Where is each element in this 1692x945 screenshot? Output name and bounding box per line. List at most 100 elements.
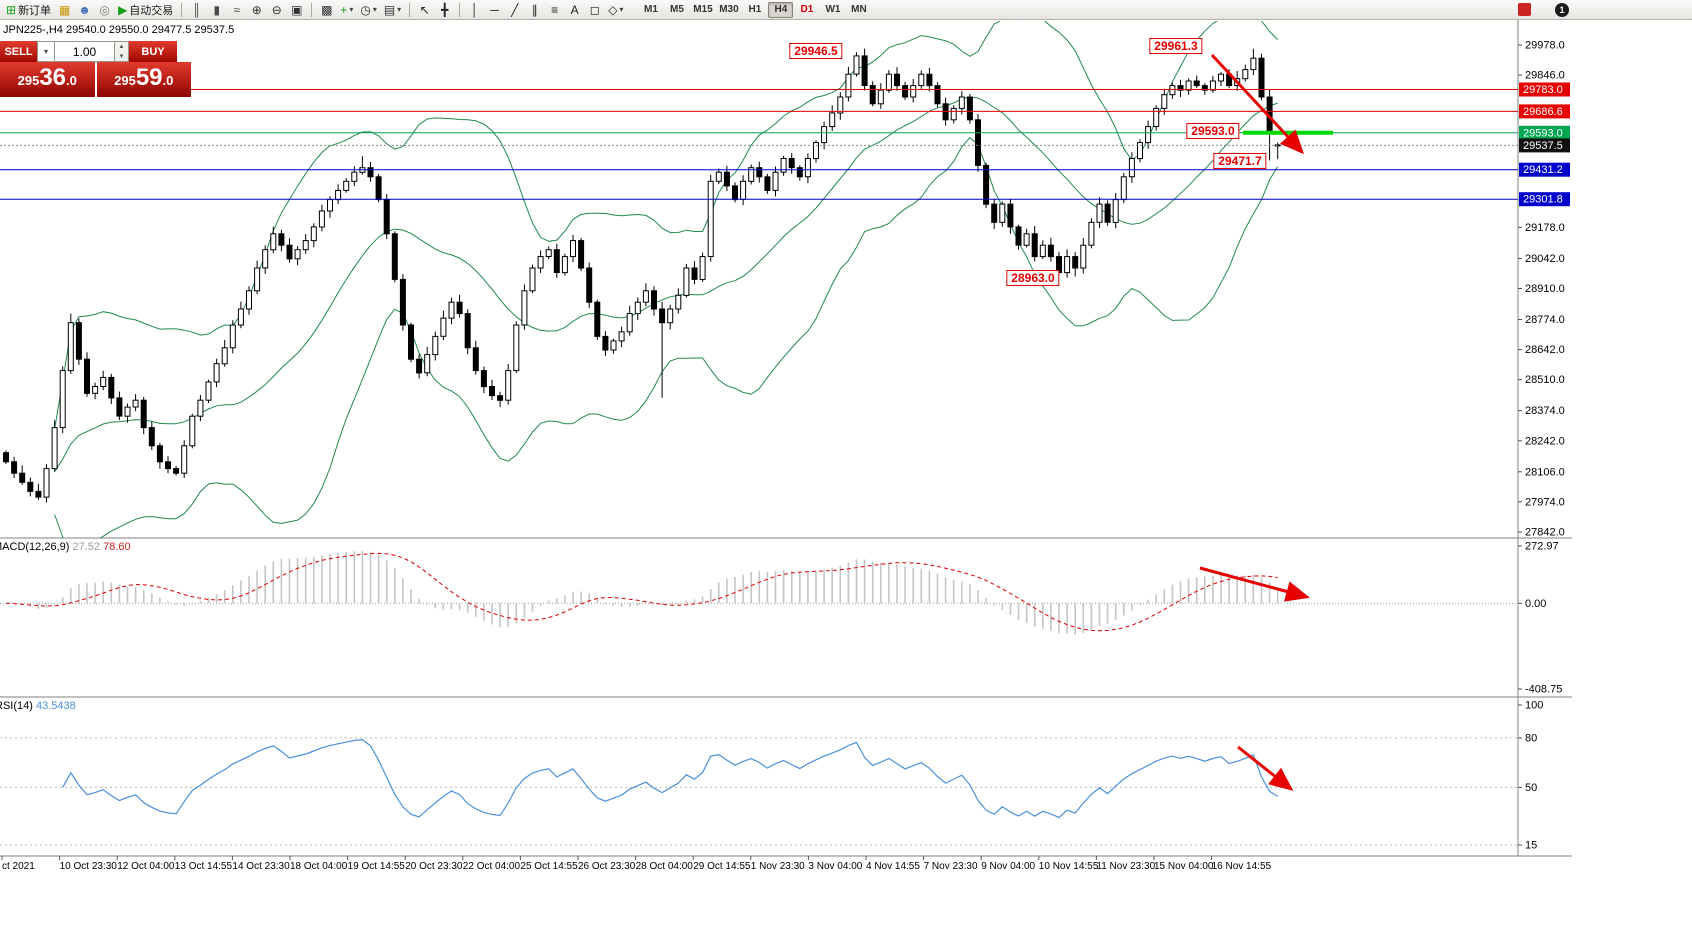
trendline-button[interactable]: ╱: [505, 1, 524, 18]
toolbar-separator: [409, 2, 411, 17]
buy-button[interactable]: BUY: [129, 41, 177, 62]
svg-text:7 Nov 23:30: 7 Nov 23:30: [924, 861, 978, 872]
svg-text:28774.0: 28774.0: [1525, 314, 1565, 326]
price-annotation[interactable]: 29471.7: [1213, 153, 1267, 169]
sell-price-big: 36: [39, 64, 67, 91]
timeframe-w1[interactable]: W1: [825, 4, 841, 15]
profile-button[interactable]: ☻: [75, 1, 94, 18]
svg-text:28242.0: 28242.0: [1525, 435, 1565, 447]
fibonacci-button[interactable]: ≡: [545, 1, 564, 18]
sell-price-button[interactable]: 295 36.0: [0, 62, 95, 97]
timeframe-h1[interactable]: H1: [748, 4, 762, 15]
macd-panel[interactable]: 272.97 0.00 -408.75: [0, 541, 1562, 696]
shapes-icon: ◇: [608, 2, 618, 17]
templates-button[interactable]: ▤ ▾: [381, 1, 404, 18]
history-center-button[interactable]: ▦: [55, 1, 74, 18]
svg-text:29846.0: 29846.0: [1525, 70, 1565, 82]
price-annotation[interactable]: 29593.0: [1186, 123, 1240, 139]
chart-bars-button[interactable]: ║: [187, 1, 206, 18]
horizontal-line-button[interactable]: ─: [485, 1, 504, 18]
buy-price-suffix: .0: [162, 73, 174, 88]
timeframe-m15[interactable]: M15: [693, 4, 713, 15]
horizontal-line-icon: ─: [490, 2, 499, 17]
zoom-out-button[interactable]: ⊖: [267, 1, 286, 18]
template-icon: ▤: [383, 2, 396, 17]
svg-text:3 Nov 04:00: 3 Nov 04:00: [808, 861, 862, 872]
volume-input[interactable]: [55, 41, 115, 62]
cascade-windows-button[interactable]: ▩: [317, 1, 336, 18]
text-button[interactable]: A: [565, 1, 584, 18]
indicators-button[interactable]: + ▾: [337, 1, 356, 18]
tile-windows-button[interactable]: ▣: [287, 1, 306, 18]
timeframe-m1[interactable]: M1: [643, 4, 658, 15]
rsi-panel[interactable]: 100 80 50 15: [0, 700, 1543, 852]
svg-text:50: 50: [1525, 782, 1537, 794]
price-annotation[interactable]: 29961.3: [1149, 38, 1203, 54]
chevron-down-icon: ▾: [349, 5, 354, 14]
price-annotation[interactable]: 29946.5: [789, 43, 843, 59]
toolbar-separator: [181, 2, 183, 17]
autotrading-button[interactable]: ▶ 自动交易: [115, 1, 176, 18]
crosshair-button[interactable]: ╋: [435, 1, 454, 18]
community-button[interactable]: ◎: [95, 1, 114, 18]
new-order-button[interactable]: ⊞ 新订单: [3, 1, 54, 18]
chevron-down-icon: ▾: [619, 5, 624, 14]
svg-text:11 Nov 23:30: 11 Nov 23:30: [1096, 861, 1155, 872]
svg-text:0.00: 0.00: [1525, 598, 1546, 610]
svg-text:28 Oct 04:00: 28 Oct 04:00: [636, 861, 694, 872]
rsi-name: RSI(14): [0, 700, 33, 712]
chevron-down-icon: ▾: [43, 47, 48, 56]
svg-text:28374.0: 28374.0: [1525, 405, 1565, 417]
chart-line-button[interactable]: ≈: [227, 1, 246, 18]
svg-text:272.97: 272.97: [1525, 541, 1559, 553]
macd-indicator-label: MACD(12,26,9) 27.52 78.60: [0, 541, 131, 553]
vertical-line-button[interactable]: │: [465, 1, 484, 18]
chevron-down-icon: ▾: [397, 5, 402, 14]
community-news-icon[interactable]: [1518, 3, 1531, 16]
timeframe-d1[interactable]: D1: [800, 4, 814, 15]
timeframe-h4[interactable]: H4: [768, 1, 794, 18]
svg-text:100: 100: [1525, 700, 1543, 712]
periods-button[interactable]: ◷ ▾: [357, 1, 380, 18]
time-axis[interactable]: ct 2021 10 Oct 23:30 12 Oct 04:00 13 Oct 14…: [1, 856, 1272, 872]
svg-text:4 Nov 14:55: 4 Nov 14:55: [866, 861, 920, 872]
channel-button[interactable]: ∥: [525, 1, 544, 18]
timeframe-m30[interactable]: M30: [719, 4, 739, 15]
svg-text:1 Nov 23:30: 1 Nov 23:30: [751, 861, 805, 872]
price-annotation[interactable]: 28963.0: [1006, 270, 1060, 286]
toolbar-buttons: ⊞ 新订单 ▦ ☻ ◎ ▶ 自动交易 ║ ▮ ≈ ⊕ ⊖ ▣ ▩ + ▾ ◷ ▾ ▤ ▾ ↖ ╋ │ ─ ╱ ∥ ≡ A ◻ ◇ ▾: [3, 1, 626, 18]
svg-text:9 Nov 04:00: 9 Nov 04:00: [981, 861, 1035, 872]
volume-increase-button[interactable]: ▴: [119, 43, 124, 50]
new-order-button-label: 新订单: [18, 4, 52, 17]
trade-panel-controls: SELL ▾ ▴ ▾ BUY: [0, 41, 191, 62]
notifications-badge[interactable]: 1: [1555, 2, 1569, 17]
volume-stepper: ▴ ▾: [115, 41, 129, 62]
svg-text:28106.0: 28106.0: [1525, 466, 1565, 478]
timeframe-mn[interactable]: MN: [851, 4, 867, 15]
volume-decrease-button[interactable]: ▾: [119, 52, 124, 60]
chart-candles-button[interactable]: ▮: [207, 1, 226, 18]
price-axis[interactable]: 29978.0 29846.0 29178.0 29042.0 28910.0 28774…: [1518, 40, 1570, 539]
svg-text:28910.0: 28910.0: [1525, 283, 1565, 295]
sell-button[interactable]: SELL: [0, 41, 37, 62]
toolbar-separator: [459, 2, 461, 17]
top-toolbar: ⊞ 新订单 ▦ ☻ ◎ ▶ 自动交易 ║ ▮ ≈ ⊕ ⊖ ▣ ▩ + ▾ ◷ ▾ ▤ ▾ ↖ ╋ │ ─ ╱ ∥ ≡ A ◻ ◇ ▾ M1 M…: [0, 0, 1692, 20]
trend-arrows[interactable]: [1199, 53, 1310, 791]
svg-text:29431.2: 29431.2: [1523, 164, 1563, 176]
svg-text:10 Nov 14:55: 10 Nov 14:55: [1039, 861, 1099, 872]
buy-price-button[interactable]: 295 59.0: [96, 62, 191, 97]
toolbar-separator: [311, 2, 313, 17]
cursor-button[interactable]: ↖: [415, 1, 434, 18]
zoom-in-button[interactable]: ⊕: [247, 1, 266, 18]
timeframe-m5[interactable]: M5: [669, 4, 684, 15]
add-indicator-icon: +: [340, 2, 348, 17]
community-icon: ◎: [99, 2, 110, 17]
volume-preset-dropdown[interactable]: ▾: [37, 41, 55, 62]
svg-text:16 Nov 14:55: 16 Nov 14:55: [1212, 861, 1272, 872]
main-price-panel[interactable]: [0, 16, 1518, 557]
buy-price-big: 59: [135, 64, 163, 91]
shapes-button[interactable]: ◇ ▾: [605, 1, 626, 18]
label-button[interactable]: ◻: [585, 1, 604, 18]
